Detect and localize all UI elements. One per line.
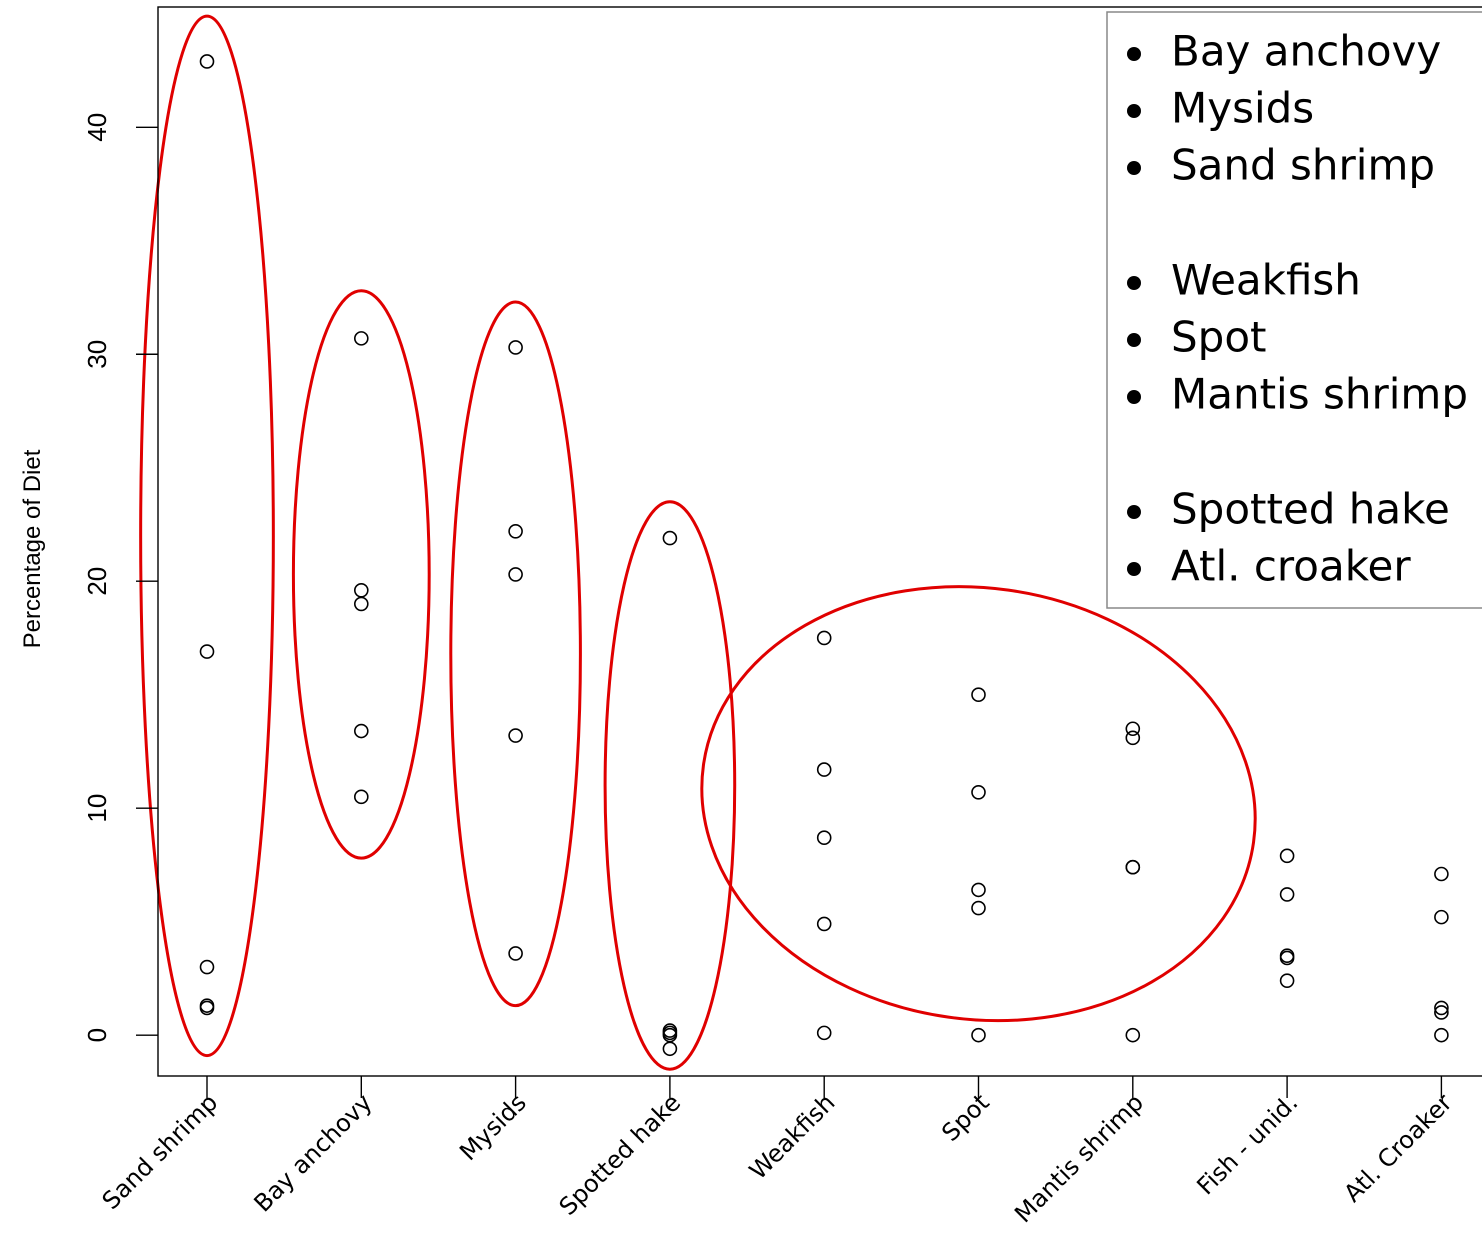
data-point xyxy=(353,596,369,612)
data-point xyxy=(508,340,523,355)
x-tick-label: Spot xyxy=(936,1088,994,1146)
legend-bullet xyxy=(1127,333,1141,347)
data-point xyxy=(508,946,523,961)
plot-frame xyxy=(157,6,1482,1077)
data-point xyxy=(353,789,369,805)
legend-bullet xyxy=(1127,276,1141,290)
legend-entry: Sand shrimp xyxy=(1171,141,1435,190)
legend-entry: Spotted hake xyxy=(1171,485,1450,534)
legend-entry: Spot xyxy=(1171,313,1266,362)
legend-bullet xyxy=(1127,104,1141,118)
data-point xyxy=(1125,859,1141,875)
legend-bullet xyxy=(1127,505,1141,519)
data-point xyxy=(1279,948,1295,964)
data-point xyxy=(1279,887,1295,902)
legend-bullet xyxy=(1127,562,1141,576)
data-point xyxy=(199,54,215,69)
data-point xyxy=(353,582,369,598)
group-ellipse xyxy=(449,300,582,1008)
legend-bullet xyxy=(1127,47,1141,61)
y-axis: 0 10 20 30 40 xyxy=(82,113,158,1042)
legend-entry: Mysids xyxy=(1171,84,1314,133)
legend-entry: Bay anchovy xyxy=(1171,27,1441,76)
data-point xyxy=(1125,730,1141,746)
y-axis-label: Percentage of Diet xyxy=(19,449,46,648)
data-point xyxy=(353,723,369,739)
group-ellipse xyxy=(700,585,1257,1023)
data-point xyxy=(508,523,523,539)
data-point xyxy=(816,1025,832,1041)
data-point xyxy=(1279,848,1295,864)
x-tick-label: Atl. Croaker xyxy=(1338,1088,1457,1207)
group-ellipse xyxy=(139,14,275,1058)
data-point xyxy=(199,959,215,975)
data-point xyxy=(1434,1000,1449,1016)
data-point xyxy=(1434,1005,1449,1020)
data-point xyxy=(971,882,986,898)
x-axis: Sand shrimp Bay anchovy Mysids Spotted hake… xyxy=(97,1076,1458,1228)
y-tick-label: 0 xyxy=(82,1028,112,1042)
data-point xyxy=(1434,866,1449,882)
data-point xyxy=(816,830,832,845)
legend: Bay anchovy Mysids Sand shrimp Weakfish Spot… xyxy=(1106,11,1482,609)
data-point xyxy=(971,900,986,916)
data-point xyxy=(199,644,215,659)
group-ellipse xyxy=(291,289,431,860)
data-point xyxy=(1434,1027,1449,1043)
legend-bullet xyxy=(1127,390,1141,404)
group-ellipses xyxy=(139,14,1257,1071)
y-tick-label: 20 xyxy=(82,567,112,596)
x-tick-label: Weakfish xyxy=(744,1088,841,1185)
x-tick-label: Spotted hake xyxy=(554,1088,686,1220)
data-point xyxy=(353,331,369,346)
data-point xyxy=(816,630,832,646)
data-point xyxy=(971,687,986,703)
x-tick-label: Mysids xyxy=(454,1088,532,1166)
data-points xyxy=(199,54,1449,1057)
x-tick-label: Fish - unid. xyxy=(1191,1088,1303,1200)
legend-entry: Mantis shrimp xyxy=(1171,370,1468,419)
data-point xyxy=(971,1027,986,1043)
data-point xyxy=(508,728,523,743)
y-tick-label: 40 xyxy=(82,113,112,142)
data-point xyxy=(1125,721,1141,737)
data-point xyxy=(816,916,832,932)
data-point xyxy=(1125,1027,1141,1043)
legend-entry: Atl. croaker xyxy=(1171,542,1411,591)
data-point xyxy=(816,762,832,777)
group-ellipse xyxy=(603,500,737,1071)
data-point xyxy=(199,1000,215,1016)
data-point xyxy=(662,530,678,546)
data-point xyxy=(1434,909,1449,925)
legend-bullet xyxy=(1127,161,1141,175)
x-tick-label: Sand shrimp xyxy=(97,1088,223,1214)
x-tick-label: Mantis shrimp xyxy=(1009,1088,1149,1228)
x-tick-label: Bay anchovy xyxy=(249,1088,378,1217)
data-point xyxy=(971,784,986,800)
legend-box xyxy=(1106,11,1482,609)
data-point xyxy=(508,567,523,582)
y-tick-label: 30 xyxy=(82,340,112,369)
y-tick-label: 10 xyxy=(82,794,112,823)
data-point xyxy=(1279,973,1295,988)
data-point xyxy=(662,1041,678,1057)
legend-entry: Weakfish xyxy=(1171,256,1361,305)
